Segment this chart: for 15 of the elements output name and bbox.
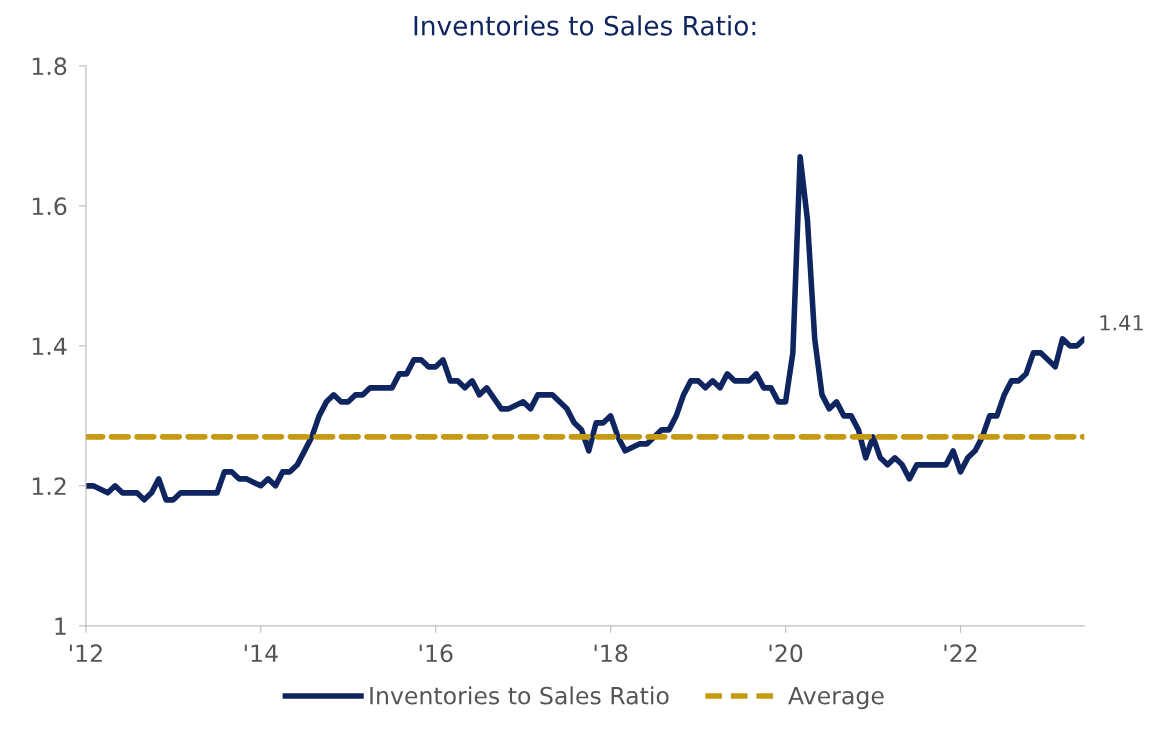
- y-tick-label: 1.6: [32, 197, 67, 216]
- x-tick-label: '16: [419, 644, 453, 663]
- y-tick-label: 1.2: [32, 477, 66, 495]
- annotation: 1.41: [1100, 315, 1143, 331]
- legend-label: Average: [788, 687, 884, 710]
- x-tick-label: '22: [944, 644, 977, 662]
- y-tick-label: 1.8: [32, 57, 67, 76]
- x-tick-label: '20: [769, 644, 803, 663]
- legend-label: Inventories to Sales Ratio: [370, 686, 669, 705]
- chart-title: Inventories to Sales Ratio:: [414, 15, 756, 36]
- y-tick-label: 1: [55, 617, 66, 635]
- y-tick-label: 1.4: [32, 337, 67, 355]
- x-tick-label: '12: [69, 644, 102, 662]
- x-tick-label: '14: [244, 644, 278, 662]
- x-tick-label: '18: [594, 644, 628, 663]
